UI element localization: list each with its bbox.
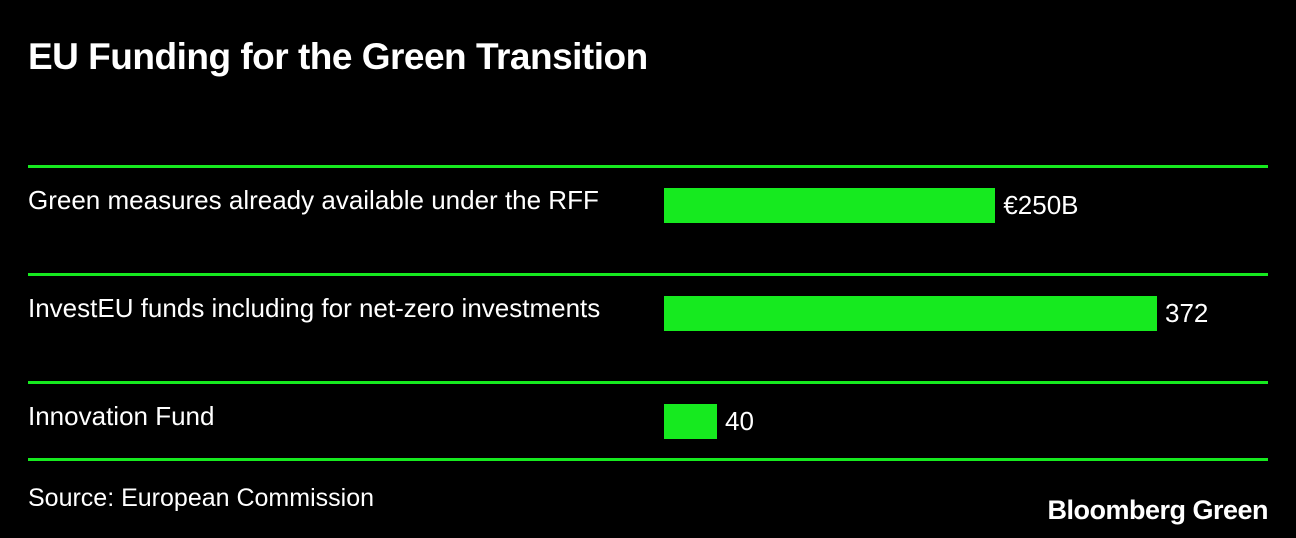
bar xyxy=(664,404,717,439)
category-label: InvestEU funds including for net-zero in… xyxy=(28,293,601,323)
separator xyxy=(28,165,1268,168)
category-label: Innovation Fund xyxy=(28,401,215,431)
value-label: 372 xyxy=(1165,298,1209,328)
brand: Bloomberg Green xyxy=(1047,495,1268,525)
bar xyxy=(664,188,996,223)
value-label: 40 xyxy=(725,406,754,436)
category-label: Green measures already available under t… xyxy=(28,185,599,215)
separator xyxy=(28,458,1268,461)
separator xyxy=(28,381,1268,384)
value-label: €250B xyxy=(1003,190,1079,220)
separator xyxy=(28,273,1268,276)
source: Source: European Commission xyxy=(28,484,374,512)
chart-title: EU Funding for the Green Transition xyxy=(28,36,648,77)
bar xyxy=(664,296,1157,331)
